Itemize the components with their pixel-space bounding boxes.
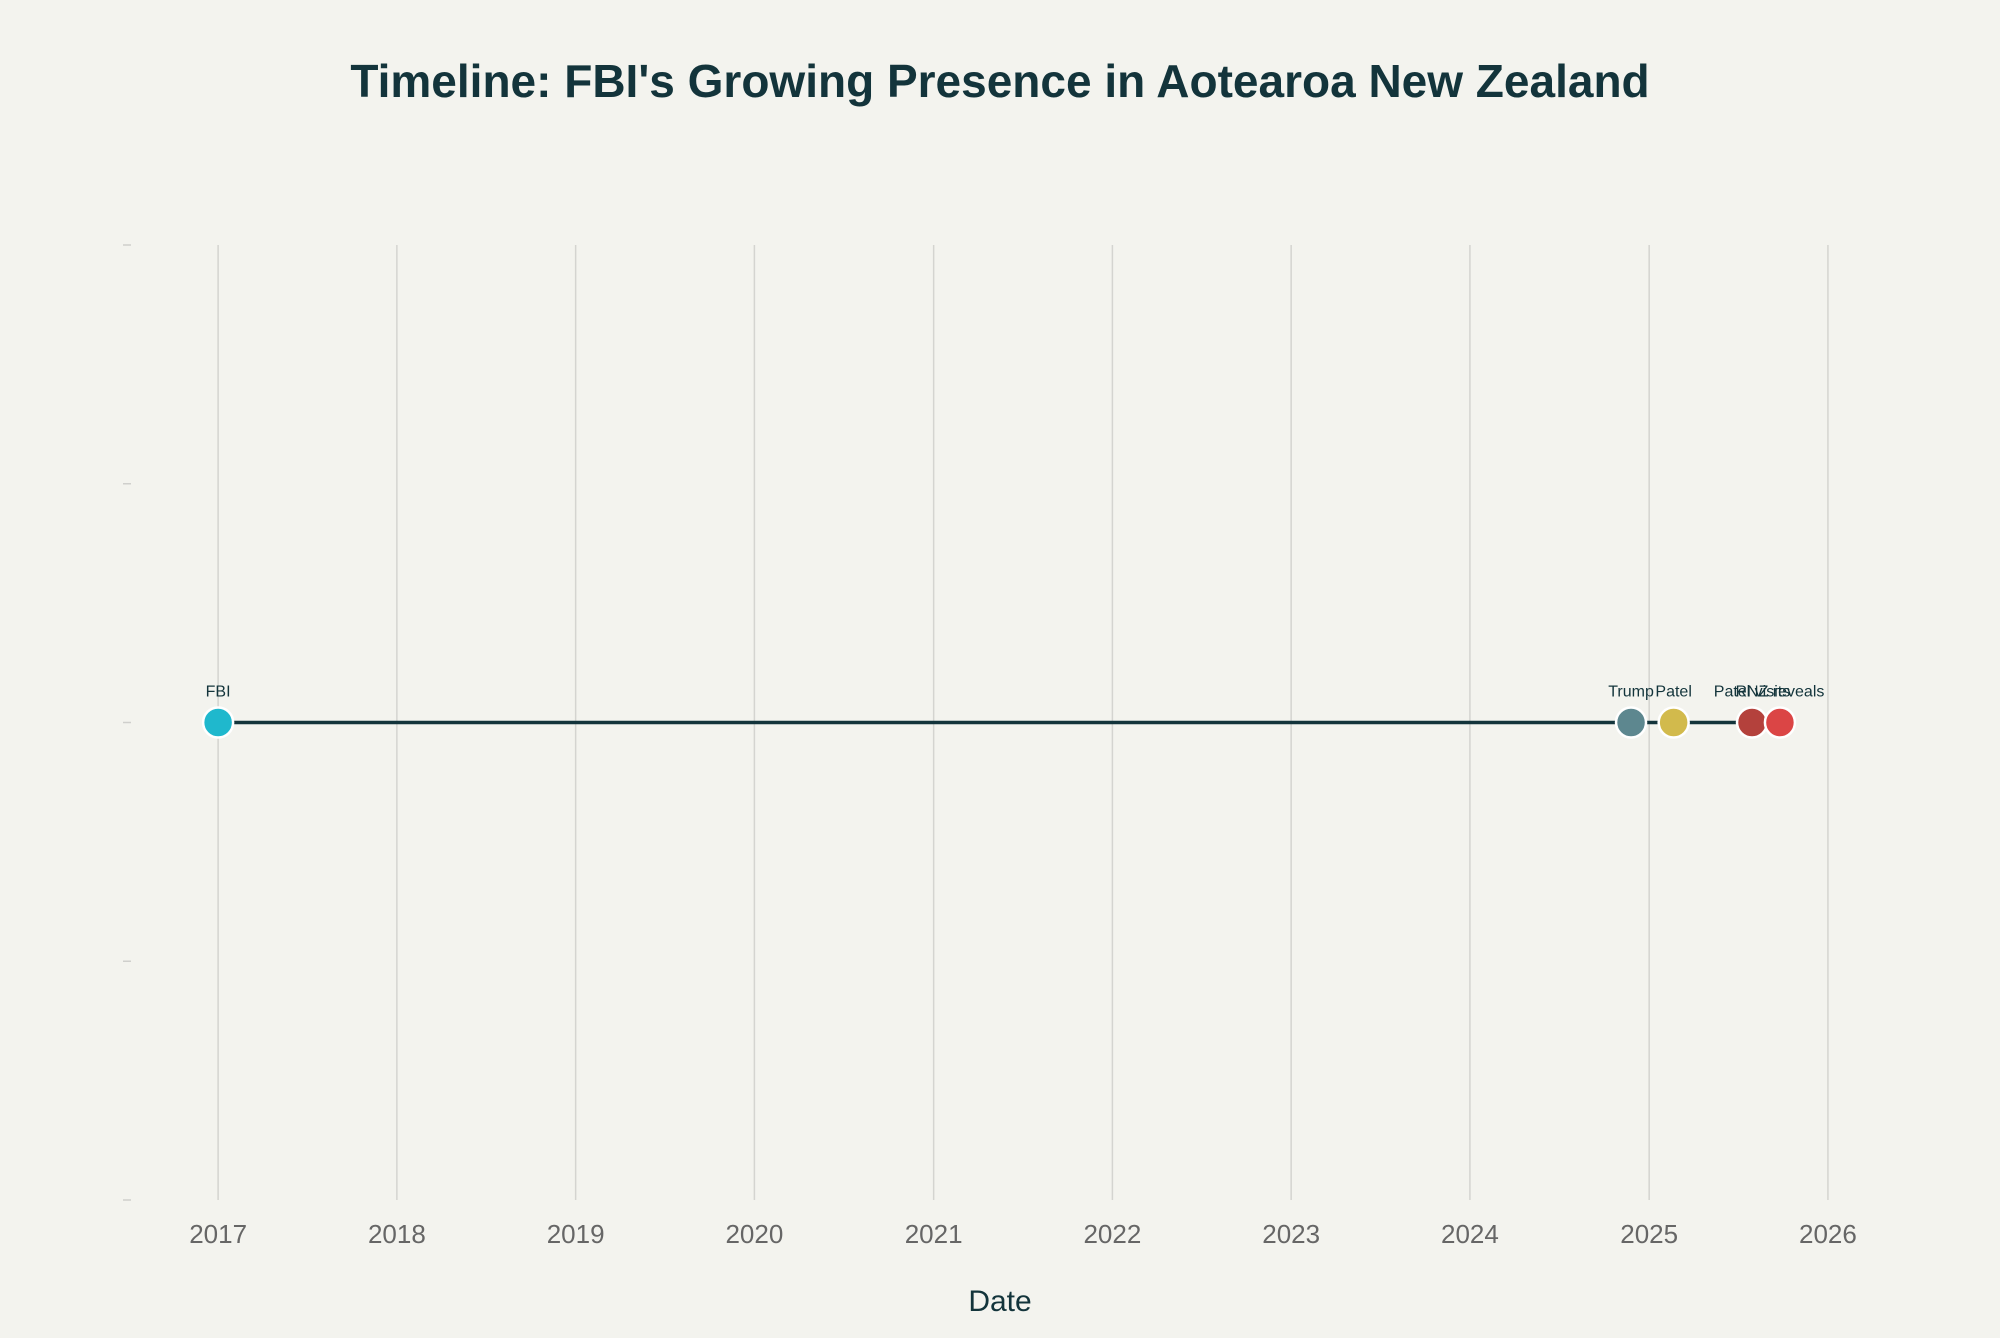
event-label: Patel visits bbox=[1714, 684, 1790, 701]
x-tick-label-2018: 2018 bbox=[368, 1219, 426, 1249]
event-point bbox=[1735, 706, 1769, 739]
x-tick-label-2023: 2023 bbox=[1262, 1219, 1320, 1249]
event-label: RNZ reveals bbox=[1735, 684, 1824, 701]
x-tick-label-2021: 2021 bbox=[905, 1219, 963, 1249]
event-points bbox=[201, 706, 1797, 739]
event-point bbox=[1657, 706, 1690, 739]
x-tick-label-2019: 2019 bbox=[547, 1219, 605, 1249]
event-point bbox=[1763, 706, 1797, 739]
x-tick-label-2022: 2022 bbox=[1083, 1219, 1141, 1249]
x-axis-tick-labels: 2017 2018 2019 2020 2021 2022 2023 2024 2025 2026 bbox=[189, 1219, 1857, 1249]
x-tick-label-2017: 2017 bbox=[189, 1219, 247, 1249]
chart-title: Timeline: FBI's Growing Presence in Aote… bbox=[350, 55, 1649, 107]
y-axis-ticks bbox=[123, 244, 131, 1201]
x-tick-label-2024: 2024 bbox=[1441, 1219, 1499, 1249]
event-point bbox=[1614, 706, 1648, 739]
x-tick-label-2025: 2025 bbox=[1620, 1219, 1678, 1249]
x-tick-label-2020: 2020 bbox=[725, 1219, 783, 1249]
event-label: FBI bbox=[206, 684, 231, 701]
x-tick-label-2026: 2026 bbox=[1799, 1219, 1857, 1249]
event-label: Trump bbox=[1608, 684, 1654, 701]
event-label: Patel bbox=[1655, 684, 1691, 701]
event-point bbox=[201, 706, 235, 739]
x-axis-label: Date bbox=[968, 1285, 1031, 1318]
